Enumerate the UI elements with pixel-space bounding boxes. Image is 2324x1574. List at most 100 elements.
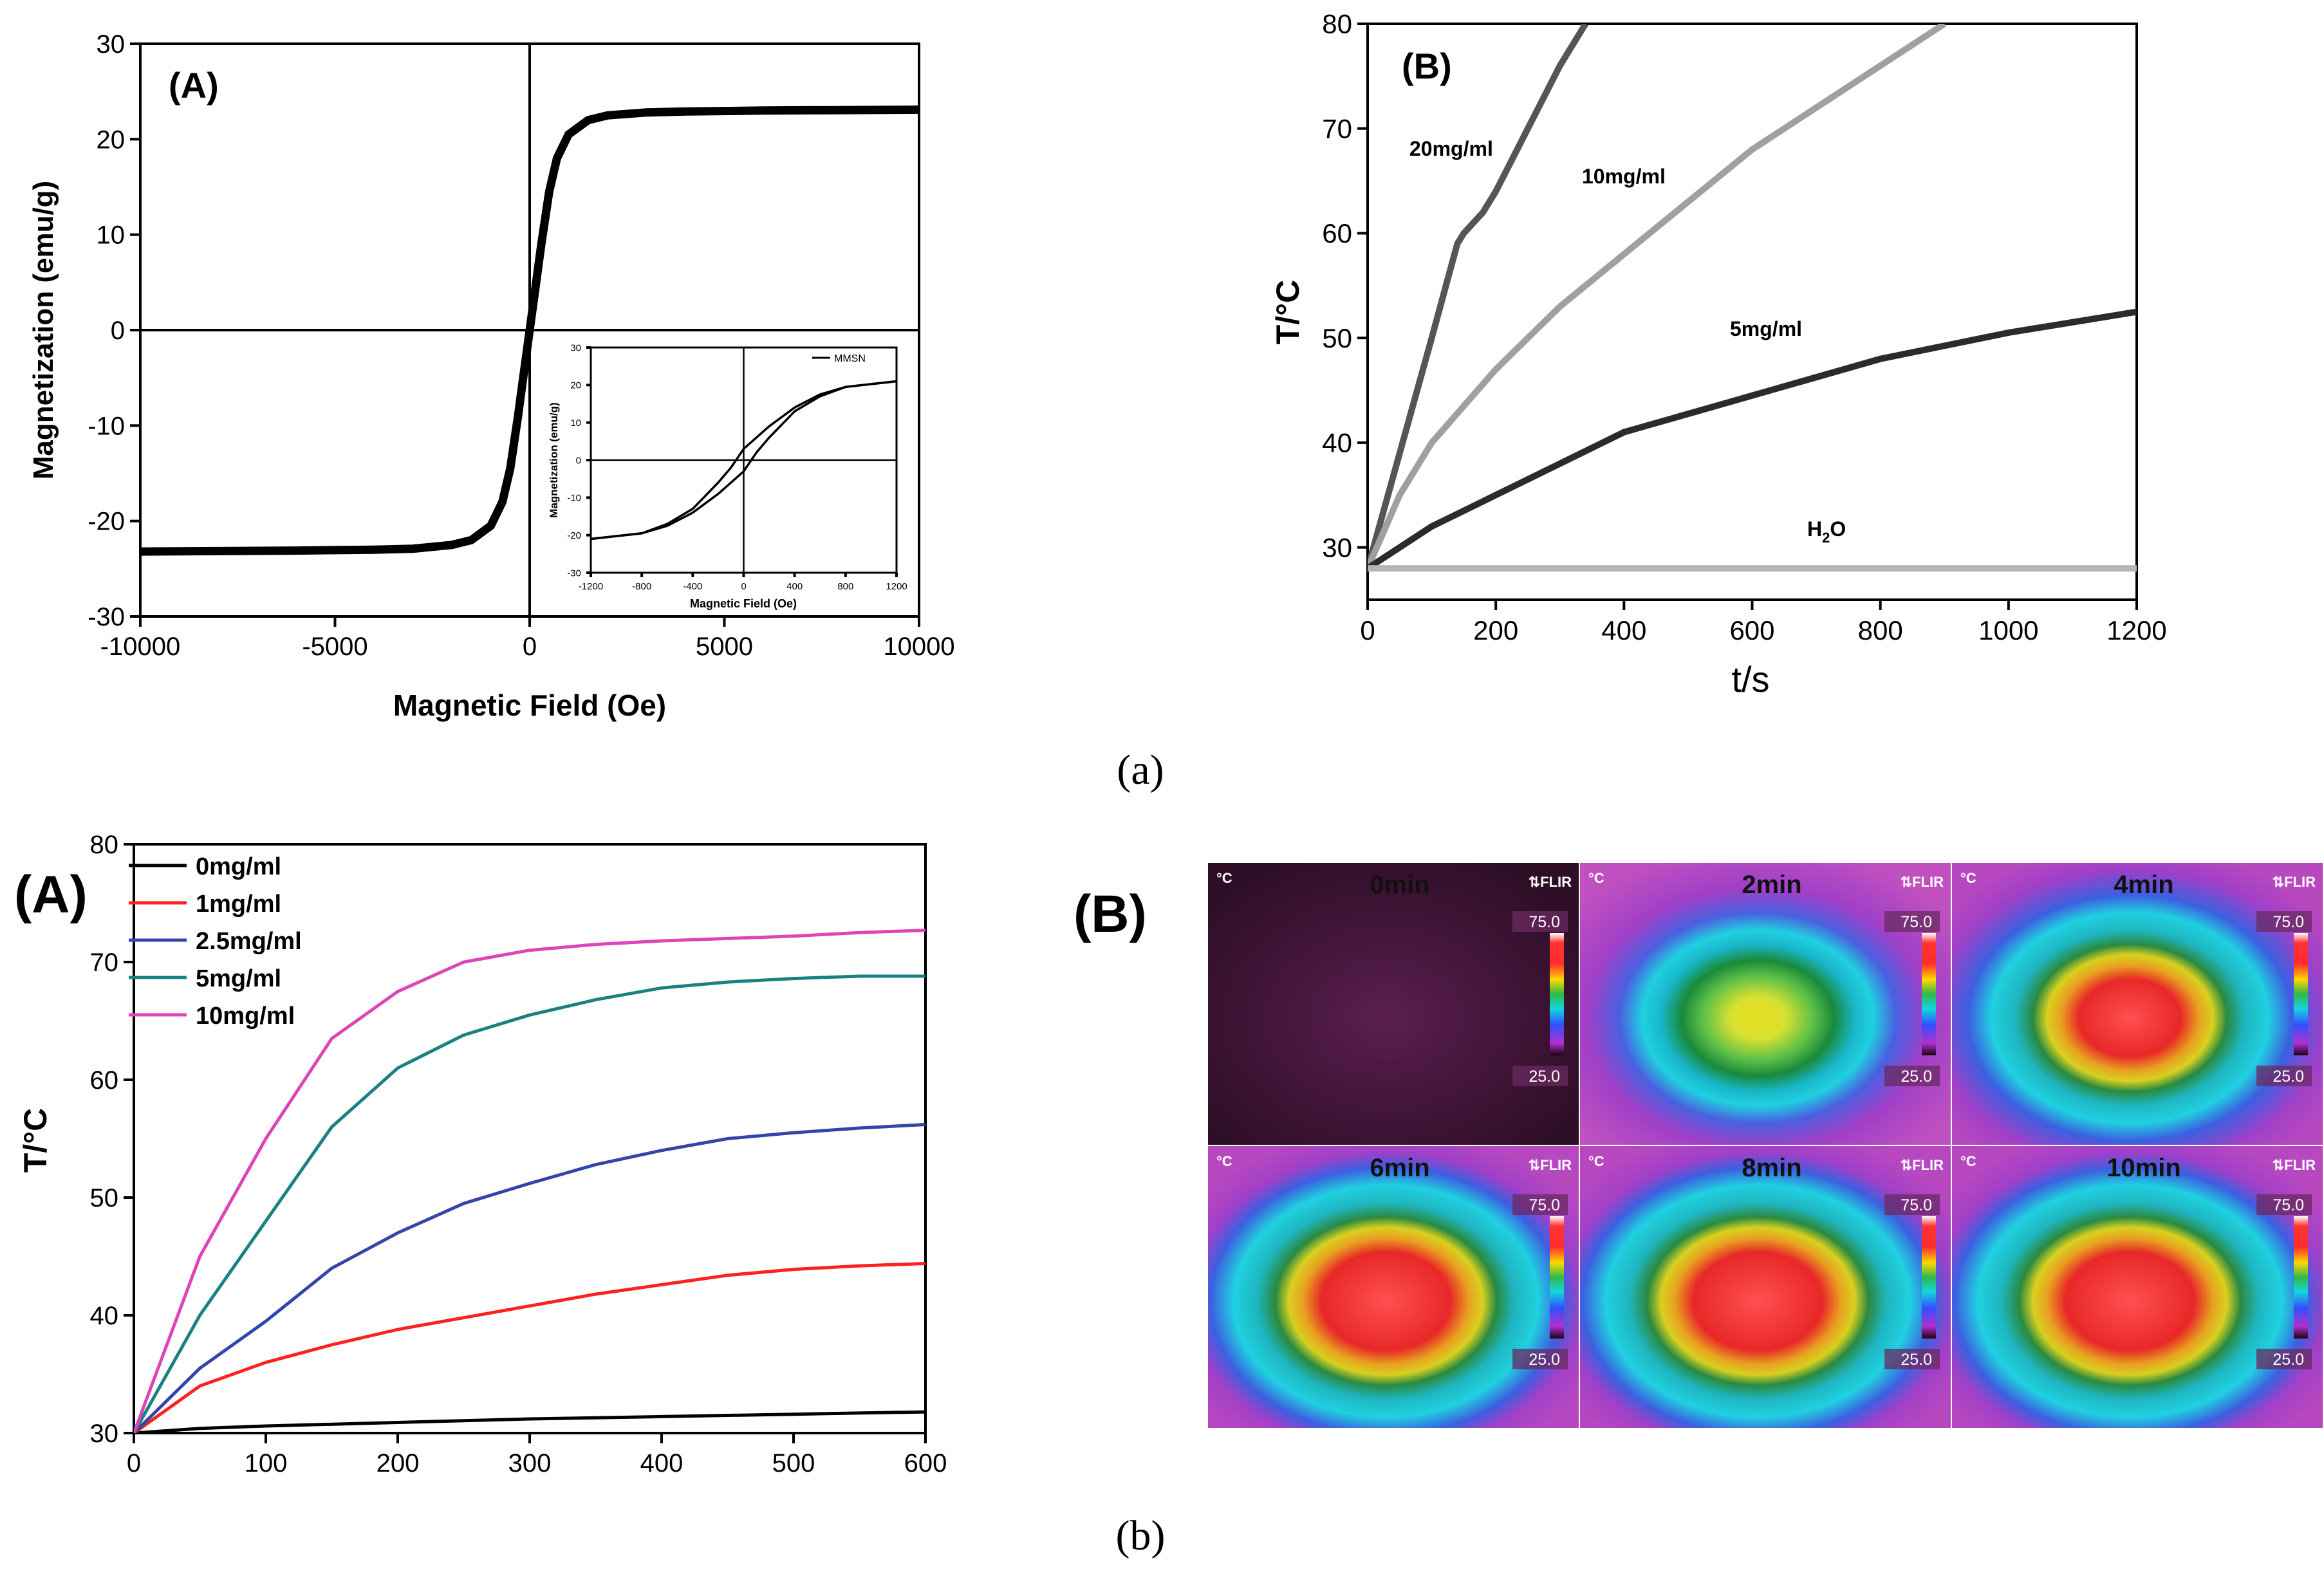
x-tick-label: 5000 xyxy=(696,633,753,661)
x-tick-label: -800 xyxy=(632,581,651,592)
unit-label: °C xyxy=(1960,870,1976,886)
y-tick-label: 10 xyxy=(570,418,581,429)
x-tick-label: 1000 xyxy=(1978,615,2038,645)
scale-min-label: 25.0 xyxy=(2273,1351,2304,1369)
y-tick-label: 50 xyxy=(1322,323,1352,353)
panel-label-a-B: (B) xyxy=(1402,46,1452,86)
unit-label: °C xyxy=(1960,1153,1976,1169)
x-tick-label: 300 xyxy=(508,1449,552,1477)
scale-max-label: 75.0 xyxy=(2273,913,2304,931)
time-label: 2min xyxy=(1742,871,1801,899)
x-tick-label: 400 xyxy=(1601,615,1646,645)
time-label: 6min xyxy=(1370,1154,1429,1182)
caption-a: (a) xyxy=(1117,746,1164,793)
x-axis-label: Magnetic Field (Oe) xyxy=(393,689,666,722)
time-label: 4min xyxy=(2114,871,2173,899)
series-label-10mgml: 10mg/ml xyxy=(1582,165,1666,188)
flir-logo: ⇅FLIR xyxy=(1901,874,1944,890)
scale-min-box xyxy=(1884,1066,1940,1086)
scale-max-label: 75.0 xyxy=(1901,1196,1932,1214)
y-tick-label: 20 xyxy=(570,380,581,391)
x-tick-label: 0 xyxy=(127,1449,141,1477)
series-line-5mgml xyxy=(134,974,925,1433)
scale-max-label: 75.0 xyxy=(1529,1196,1560,1214)
series-line-20mgml xyxy=(1368,24,1588,569)
legend-label: 0mg/ml xyxy=(196,853,281,880)
y-tick-label: 30 xyxy=(97,30,125,59)
x-tick-label: 800 xyxy=(1858,615,1903,645)
flir-logo: ⇅FLIR xyxy=(1529,874,1572,890)
x-tick-label: -10000 xyxy=(100,633,181,661)
y-tick-label: 20 xyxy=(97,125,125,154)
y-tick-label: 0 xyxy=(576,455,581,466)
y-tick-label: 30 xyxy=(1322,532,1352,562)
thermal-images: (B) °C ⇅FLIR 0min 75.0 25.0 °C ⇅FLIR 2min 75.0 25… xyxy=(1074,862,2324,1429)
scale-min-label: 25.0 xyxy=(1901,1068,1932,1086)
unit-label: °C xyxy=(1216,1153,1232,1169)
unit-label: °C xyxy=(1216,870,1232,886)
x-tick-label: -400 xyxy=(683,581,702,592)
x-tick-label: -1200 xyxy=(579,581,603,592)
y-tick-label: -20 xyxy=(88,508,125,536)
color-scale-bar xyxy=(1550,933,1564,1055)
flir-logo: ⇅FLIR xyxy=(1901,1157,1944,1173)
scale-max-box xyxy=(1512,1194,1568,1215)
legend-label: 5mg/ml xyxy=(196,965,281,992)
y-tick-label: -30 xyxy=(88,603,125,631)
scale-min-label: 25.0 xyxy=(2273,1068,2304,1086)
series-line-10mgml xyxy=(134,929,925,1433)
scale-min-label: 25.0 xyxy=(1901,1351,1932,1369)
series-line-10mgml xyxy=(1368,24,1947,570)
thermal-cell-10min: °C ⇅FLIR 10min 75.0 25.0 xyxy=(1951,1145,2324,1429)
time-label: 0min xyxy=(1370,871,1429,899)
x-tick-label: 0 xyxy=(523,633,537,661)
y-tick-label: -30 xyxy=(567,568,581,579)
scale-max-box xyxy=(1884,911,1940,932)
flir-logo: ⇅FLIR xyxy=(1529,1157,1572,1173)
y-tick-label: 10 xyxy=(97,221,125,250)
thermal-image xyxy=(1951,1145,2323,1429)
caption-b: (b) xyxy=(1116,1512,1166,1559)
time-label: 8min xyxy=(1742,1154,1801,1182)
scale-max-label: 75.0 xyxy=(1529,913,1560,931)
chart-magnetization: (A) -10000 -5000 0 5000 10000 -30 -20 -10 0 10 20 3… xyxy=(28,30,955,722)
panel-label-b-B: (B) xyxy=(1074,885,1147,943)
scale-max-box xyxy=(2256,911,2312,932)
inset-x-label: Magnetic Field (Oe) xyxy=(690,597,797,610)
y-tick-label: 70 xyxy=(90,949,119,977)
thermal-image xyxy=(1579,862,1951,1145)
thermal-cell-8min: °C ⇅FLIR 8min 75.0 25.0 xyxy=(1579,1145,1952,1429)
time-label: 10min xyxy=(2106,1154,2181,1182)
series-line-5mgml xyxy=(1368,308,2137,571)
scale-min-box xyxy=(1884,1349,1940,1369)
y-tick-label: 60 xyxy=(1322,218,1352,248)
inset-chart: -1200 -800 -400 0 400 800 1200 -30 -20 -10 0 10 20 30… xyxy=(548,342,907,610)
scale-max-box xyxy=(2256,1194,2312,1215)
legend-label: 10mg/ml xyxy=(196,1003,295,1030)
plot-frame xyxy=(1366,23,2138,601)
x-tick-label: 600 xyxy=(1729,615,1774,645)
y-tick-label: 40 xyxy=(90,1302,119,1330)
thermal-cell-6min: °C ⇅FLIR 6min 75.0 25.0 xyxy=(1207,1145,1580,1429)
series-line-0mgml xyxy=(134,1410,925,1433)
scale-min-label: 25.0 xyxy=(1529,1351,1560,1369)
y-tick-label: -20 xyxy=(567,530,581,541)
panel-label-a-A: (A) xyxy=(169,65,219,106)
y-tick-label: 80 xyxy=(90,831,119,859)
y-tick-label: 30 xyxy=(570,342,581,353)
thermal-image xyxy=(1207,862,1579,1145)
y-tick-label: 60 xyxy=(90,1066,119,1095)
color-scale-bar xyxy=(2294,933,2308,1055)
thermal-image xyxy=(1207,1145,1579,1429)
x-tick-label: 10000 xyxy=(883,633,954,661)
x-tick-label: 200 xyxy=(376,1449,420,1477)
series-line-1mgml xyxy=(134,1262,925,1433)
thermal-cell-4min: °C ⇅FLIR 4min 75.0 25.0 xyxy=(1951,862,2324,1146)
scale-max-box xyxy=(1884,1194,1940,1215)
unit-label: °C xyxy=(1588,1153,1604,1169)
color-scale-bar xyxy=(1922,933,1936,1055)
color-scale-bar xyxy=(1922,1216,1936,1338)
x-tick-label: -5000 xyxy=(302,633,367,661)
unit-label: °C xyxy=(1588,870,1604,886)
x-tick-label: 1200 xyxy=(2106,615,2166,645)
